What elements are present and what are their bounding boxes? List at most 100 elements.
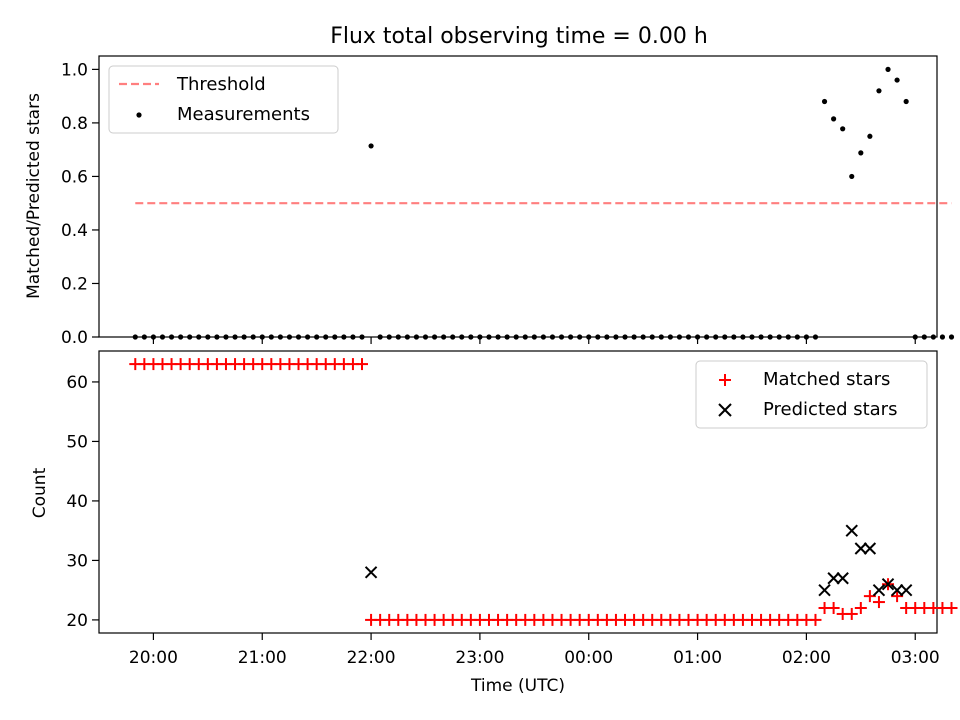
- top-plot-marks: [132, 66, 955, 340]
- matched-star-point: [863, 590, 876, 603]
- predicted-star-point: [890, 583, 904, 597]
- matched-star-point: [809, 613, 822, 626]
- legend-predicted-label: Predicted stars: [763, 399, 897, 420]
- measurement-point: [948, 334, 955, 340]
- top-y-axis: 0.0 0.2 0.4 0.6 0.8 1.0: [61, 60, 99, 348]
- predicted-star-point: [827, 572, 840, 585]
- measurement-point: [459, 334, 465, 340]
- legend-threshold-label: Threshold: [176, 74, 266, 95]
- measurement-point: [767, 334, 773, 340]
- predicted-star-point: [863, 542, 877, 555]
- measurement-point: [776, 334, 782, 340]
- legend-measurements-swatch: [136, 112, 142, 118]
- top-ytick-label: 0.6: [61, 167, 88, 187]
- top-y-axis-label: Matched/Predicted stars: [24, 93, 44, 299]
- measurement-point: [277, 334, 283, 340]
- predicted-star-point: [872, 583, 886, 597]
- top-ytick-label: 0.0: [61, 328, 88, 348]
- measurement-point: [604, 334, 610, 340]
- predicted-star-point: [818, 583, 831, 597]
- measurement-point: [205, 334, 211, 340]
- top-legend: Threshold Measurements: [108, 65, 339, 134]
- measurement-point: [214, 334, 220, 340]
- bottom-plot-frame: [98, 350, 938, 634]
- bottom-xtick-label: 20:00: [129, 648, 178, 668]
- measurement-point: [812, 334, 819, 340]
- measurement-point: [168, 334, 175, 340]
- measurement-point: [676, 334, 683, 340]
- measurement-point: [749, 334, 755, 340]
- bottom-legend: Matched stars Predicted stars: [695, 360, 928, 429]
- top-ytick-label: 0.2: [61, 274, 88, 294]
- measurement-point: [323, 334, 329, 340]
- matched-star-point: [891, 590, 904, 603]
- measurement-point: [178, 334, 184, 340]
- bottom-legend-box: [695, 360, 928, 429]
- measurement-point: [413, 334, 420, 340]
- measurement-point: [558, 334, 565, 340]
- measurement-point: [368, 143, 374, 149]
- matched-star-point: [854, 602, 867, 615]
- measurement-point: [259, 334, 265, 340]
- bottom-ytick-label: 50: [66, 432, 88, 452]
- measurement-point: [341, 334, 347, 340]
- measurement-point: [159, 334, 166, 340]
- measurement-point: [314, 334, 320, 340]
- measurement-point: [522, 334, 528, 340]
- measurement-point: [704, 334, 710, 340]
- measurement-point: [803, 334, 810, 340]
- measurement-point: [831, 116, 837, 122]
- measurement-point: [885, 66, 891, 72]
- measurement-point: [685, 334, 692, 340]
- measurement-point: [232, 334, 238, 340]
- measurement-point: [395, 334, 401, 340]
- measurement-point: [540, 334, 546, 340]
- measurement-point: [132, 334, 138, 340]
- measurement-point: [912, 334, 918, 340]
- bottom-x-axis-label: Time (UTC): [470, 676, 565, 696]
- top-legend-box: [108, 65, 339, 134]
- measurement-point: [431, 334, 438, 340]
- matched-star-point: [356, 358, 369, 371]
- measurement-point: [350, 334, 356, 340]
- bottom-xtick-label: 01:00: [673, 648, 722, 668]
- measurement-point: [250, 334, 256, 340]
- measurement-point: [150, 334, 157, 340]
- measurement-point: [876, 88, 882, 94]
- measurement-point: [840, 126, 846, 132]
- legend-measurements-label: Measurements: [177, 104, 310, 125]
- measurement-point: [740, 334, 746, 340]
- measurement-point: [785, 334, 791, 340]
- bottom-ytick-label: 60: [66, 373, 88, 393]
- top-ytick-label: 1.0: [61, 60, 88, 80]
- measurement-point: [486, 334, 492, 340]
- measurement-point: [930, 334, 936, 340]
- measurement-point: [613, 334, 619, 340]
- measurement-point: [667, 334, 673, 340]
- bottom-xtick-label: 23:00: [455, 648, 504, 668]
- measurement-point: [758, 334, 764, 340]
- measurement-point: [187, 334, 193, 340]
- measurement-point: [332, 334, 338, 340]
- measurement-point: [731, 334, 737, 340]
- bottom-y-axis: 20 30 40 50 60: [66, 373, 99, 631]
- measurement-point: [939, 334, 946, 340]
- measurement-point: [649, 334, 655, 340]
- measurement-point: [386, 334, 392, 340]
- measurement-point: [495, 334, 501, 340]
- measurement-point: [504, 334, 510, 340]
- measurement-point: [241, 334, 247, 340]
- measurement-point: [196, 334, 202, 340]
- measurement-point: [849, 173, 855, 180]
- measurement-point: [713, 334, 719, 340]
- matched-star-point: [845, 607, 858, 620]
- measurement-point: [722, 334, 728, 340]
- bottom-xtick-label: 22:00: [347, 648, 396, 668]
- matched-star-point: [827, 602, 840, 615]
- top-ytick-label: 0.8: [61, 114, 88, 134]
- legend-predicted-swatch: [718, 403, 732, 417]
- measurement-point: [468, 334, 474, 340]
- bottom-plot-marks: [129, 358, 958, 626]
- predicted-star-point: [899, 583, 913, 597]
